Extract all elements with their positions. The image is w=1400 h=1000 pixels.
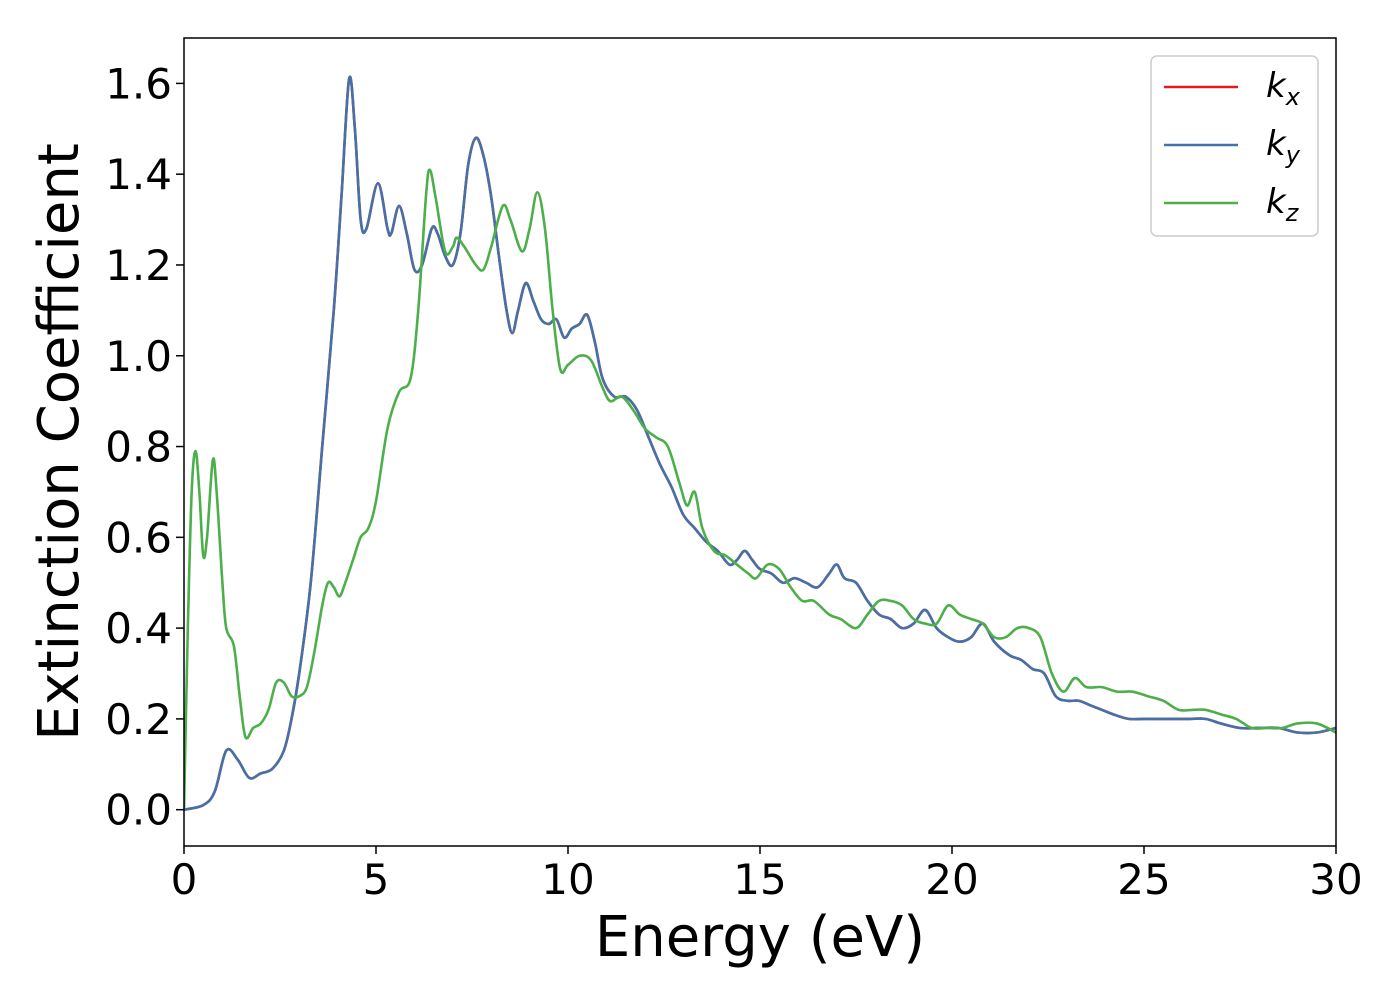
y-axis-label: Extinction Coefficient (27, 143, 92, 741)
y-axis-ticks: 0.0 0.2 0.4 0.6 0.8 1.0 1.2 1.4 1.6 (105, 59, 184, 835)
series-line-y (184, 75, 1336, 811)
x-tick-label: 25 (1117, 855, 1170, 904)
y-tick-label: 1.4 (105, 150, 172, 199)
legend-label-x: kx (1266, 66, 1301, 111)
y-tick-label: 1.0 (105, 332, 172, 381)
x-tick-label: 30 (1309, 855, 1362, 904)
y-tick-label: 1.2 (105, 241, 172, 290)
x-tick-label: 10 (541, 855, 594, 904)
legend: kx ky kz (1150, 55, 1319, 237)
y-tick-label: 0.0 (105, 786, 172, 835)
x-axis-label: Energy (eV) (595, 905, 925, 970)
legend-label-z: kz (1266, 182, 1300, 227)
series-layer (184, 75, 1336, 811)
x-tick-label: 5 (363, 855, 390, 904)
x-tick-label: 15 (733, 855, 786, 904)
legend-label-y: ky (1266, 124, 1301, 169)
x-tick-label: 20 (925, 855, 978, 904)
y-tick-label: 0.6 (105, 513, 172, 562)
y-tick-label: 0.4 (105, 604, 172, 653)
y-tick-label: 1.6 (105, 59, 172, 108)
x-axis-ticks: 0 5 10 15 20 25 30 (171, 846, 1363, 904)
y-tick-label: 0.8 (105, 423, 172, 472)
x-tick-label: 0 (171, 855, 198, 904)
series-line-z (184, 168, 1336, 810)
y-tick-label: 0.2 (105, 695, 172, 744)
